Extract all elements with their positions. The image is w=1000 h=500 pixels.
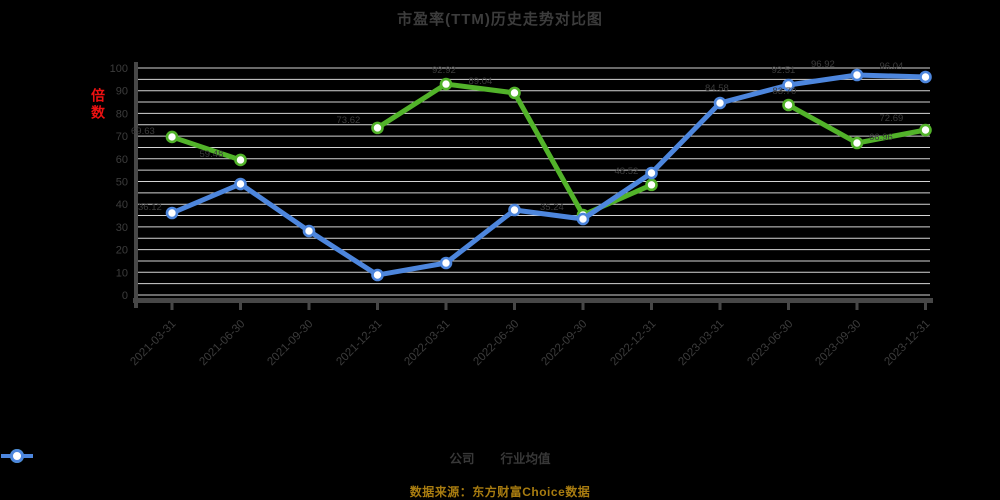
value-label: 92.92 <box>432 65 456 76</box>
y-axis-unit-label: 倍数 <box>90 88 106 122</box>
chart-title: 市盈率(TTM)历史走势对比图 <box>397 11 603 28</box>
value-label: 73.62 <box>337 115 361 126</box>
legend-label-company: 公司 <box>449 452 475 466</box>
series-segment <box>580 170 654 222</box>
x-axis-tick <box>444 303 448 310</box>
legend-item-industry: 行业均值 <box>1 448 551 467</box>
value-labels: 69.63 59.48 73.62 92.92 89.04 35.24 48.52 83.70… <box>131 59 903 213</box>
data-source-note: 数据来源：东方财富Choice数据 <box>409 485 591 499</box>
data-point-marker <box>371 121 384 135</box>
data-point-marker <box>850 136 864 150</box>
series-行业均值 <box>165 68 932 282</box>
data-point-marker <box>439 256 453 270</box>
y-tick-label: 70 <box>116 131 128 143</box>
data-point-marker <box>576 212 590 226</box>
y-tick-label: 40 <box>116 199 128 211</box>
series-segment <box>375 81 449 131</box>
series-公司 <box>165 77 932 222</box>
y-tick-label: 0 <box>122 290 128 302</box>
series-segment <box>786 72 860 88</box>
y-tick-label: 90 <box>116 86 128 98</box>
series-segment <box>649 100 723 176</box>
x-axis-tick <box>170 303 174 310</box>
series-segment <box>169 181 243 216</box>
x-axis-line <box>133 298 933 303</box>
value-label: 92.51 <box>772 65 796 76</box>
data-point-marker <box>165 130 179 144</box>
value-label: 35.24 <box>540 202 564 213</box>
legend-marker-industry-icon <box>1 449 33 463</box>
data-point-marker <box>782 98 795 112</box>
series-segment <box>854 127 928 146</box>
series-segment <box>512 207 586 222</box>
value-label: 69.63 <box>131 126 155 137</box>
data-point-marker <box>165 206 179 220</box>
data-point-marker <box>782 78 795 92</box>
series-segment <box>854 72 928 80</box>
legend: 公司 行业均值 <box>0 448 1000 467</box>
data-point-marker <box>439 77 453 91</box>
value-label: 48.52 <box>615 166 639 177</box>
series-segment <box>717 82 791 106</box>
x-axis-tick <box>581 303 585 310</box>
y-tick-labels: 0 10 20 30 40 50 60 70 80 90 100 <box>110 63 128 302</box>
series-segment <box>169 134 243 163</box>
y-tick-label: 20 <box>116 245 128 257</box>
value-label: 72.69 <box>880 113 904 124</box>
data-point-marker <box>645 166 658 180</box>
legend-label-industry: 行业均值 <box>500 452 551 466</box>
x-axis-tick <box>924 303 927 310</box>
data-point-marker <box>371 268 384 282</box>
data-point-marker <box>234 153 247 167</box>
x-axis-tick <box>650 303 653 310</box>
x-axis-tick <box>787 303 790 310</box>
value-label: 83.70 <box>773 86 797 97</box>
x-axis-tick <box>239 303 242 310</box>
data-point-marker <box>508 203 521 217</box>
value-label: 59.48 <box>200 149 224 160</box>
series-segment <box>238 181 312 234</box>
y-tick-label: 100 <box>110 63 128 75</box>
value-label: 89.04 <box>469 76 493 87</box>
legend-item-company: 公司 <box>1 448 475 467</box>
value-label: 84.58 <box>705 83 729 94</box>
data-point-marker <box>850 68 864 82</box>
y-tick-label: 30 <box>116 222 128 234</box>
x-axis-tick <box>513 303 516 310</box>
data-point-marker <box>645 178 658 192</box>
series-segment <box>786 102 860 146</box>
data-point-marker <box>234 177 247 191</box>
x-axis-tick <box>307 303 311 310</box>
x-axis-tick <box>855 303 859 310</box>
y-axis-line <box>134 62 138 308</box>
data-point-marker <box>302 224 316 238</box>
series-segment <box>443 207 517 266</box>
y-tick-label: 50 <box>116 177 128 189</box>
x-axis-tick <box>376 303 379 310</box>
y-tick-label: 10 <box>116 267 128 279</box>
series-segment <box>512 90 586 218</box>
value-label: 36.12 <box>138 202 162 213</box>
series-segment <box>375 260 449 278</box>
series-segment <box>306 228 380 278</box>
y-tick-label: 80 <box>116 108 128 120</box>
value-label: 96.04 <box>880 61 904 72</box>
data-point-marker <box>508 86 521 100</box>
data-point-marker <box>919 70 932 84</box>
axes <box>133 62 933 310</box>
series-segment <box>443 81 517 96</box>
value-label: 96.92 <box>811 59 835 70</box>
x-axis-tick <box>718 303 722 310</box>
y-tick-label: 60 <box>116 154 128 166</box>
data-point-marker <box>919 123 932 137</box>
gridlines <box>138 67 930 296</box>
data-point-marker <box>713 96 727 110</box>
value-label: 66.96 <box>869 132 893 143</box>
